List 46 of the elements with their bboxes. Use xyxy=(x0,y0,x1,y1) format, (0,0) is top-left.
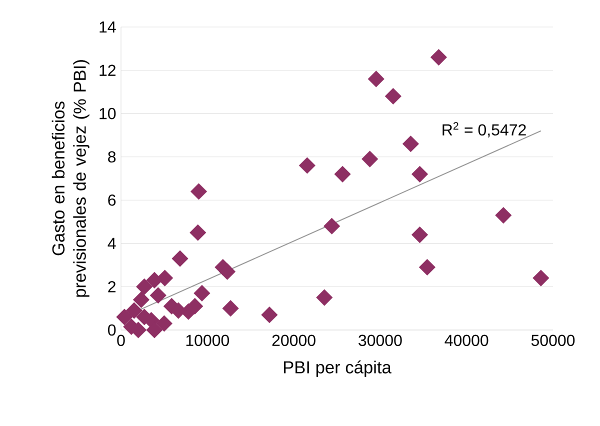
point xyxy=(402,136,419,152)
y-tick-label: 4 xyxy=(108,238,116,249)
x-tick-label: 40000 xyxy=(444,334,488,346)
point xyxy=(172,250,188,267)
x-axis-title: PBI per cápita xyxy=(284,360,392,377)
y-axis-title: Gasto en beneficios previsionales de vejez (% PBI) xyxy=(52,60,90,297)
point xyxy=(116,308,133,326)
point xyxy=(412,166,428,182)
y-tick-label: 6 xyxy=(108,194,116,206)
point xyxy=(146,322,163,338)
point xyxy=(299,157,316,174)
point xyxy=(362,150,378,168)
x-tick-label: 10000 xyxy=(186,334,230,346)
point xyxy=(430,49,447,66)
point xyxy=(532,270,550,286)
point xyxy=(261,306,278,324)
x-tick-label: 20000 xyxy=(272,334,316,346)
point xyxy=(316,289,333,306)
point xyxy=(126,302,142,319)
point xyxy=(136,278,153,295)
y-tick-label: 12 xyxy=(100,64,116,76)
point xyxy=(324,218,340,234)
point xyxy=(384,88,402,104)
point xyxy=(190,183,207,200)
point xyxy=(190,224,206,241)
point xyxy=(194,285,210,302)
point xyxy=(133,292,150,308)
point xyxy=(146,272,163,288)
y-tick-label: 10 xyxy=(100,108,116,120)
point xyxy=(412,226,428,243)
y-tick-label: 2 xyxy=(108,281,116,292)
x-tick-label: 50000 xyxy=(531,334,575,346)
annotation: R$^{2}$ = 0,5472 xyxy=(442,122,526,138)
y-tick-label: 8 xyxy=(108,151,116,163)
point xyxy=(334,166,351,182)
x-tick-label: 30000 xyxy=(358,334,402,346)
point xyxy=(495,207,512,224)
y-tick-label: 14 xyxy=(100,22,116,33)
x-tick-label: 0 xyxy=(117,334,125,346)
point xyxy=(156,315,172,332)
point xyxy=(222,300,239,317)
point xyxy=(219,263,236,280)
point xyxy=(368,70,384,88)
point xyxy=(150,287,166,304)
point xyxy=(419,259,436,276)
y-tick-label: 0 xyxy=(108,324,116,336)
